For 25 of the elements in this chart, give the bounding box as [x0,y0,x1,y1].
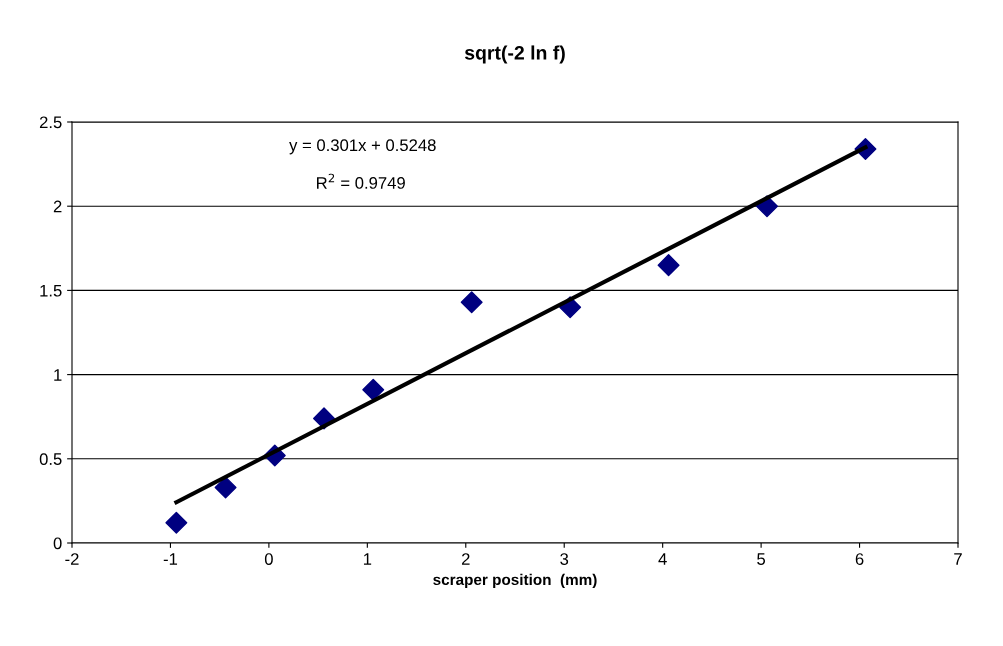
y-tick-label: 0.5 [39,453,62,465]
point [165,511,188,534]
x-tick-label: 0 [264,553,273,565]
point [657,254,680,277]
y-tick-label: 2.5 [39,116,62,129]
y-tick-label: 1.5 [40,284,62,297]
annotation: y = 0.301x + 0.5248 [289,139,436,155]
x-tick-label: -1 [163,553,178,565]
chart-title: sqrt(-2 ln f) [464,45,565,64]
annotation: R$^{2}$ = 0.9749 [317,173,405,189]
point [362,378,385,401]
x-tick-label: 3 [560,553,569,565]
x-tick-label: 4 [658,553,667,565]
x-tick-label: 5 [757,553,766,565]
x-axis-title: scraper position (mm) [433,573,597,589]
point [460,291,483,314]
point [214,476,237,499]
x-tick-label: 2 [461,553,470,565]
y-tick-label: 0 [53,537,62,550]
y-tick-label: 2 [53,200,62,213]
y-tick-label: 1 [54,369,62,381]
x-tick-label: 1 [363,553,372,565]
x-tick-label: 6 [855,553,864,565]
x-tick-label: 7 [954,553,962,565]
x-tick-label: -2 [65,553,79,565]
